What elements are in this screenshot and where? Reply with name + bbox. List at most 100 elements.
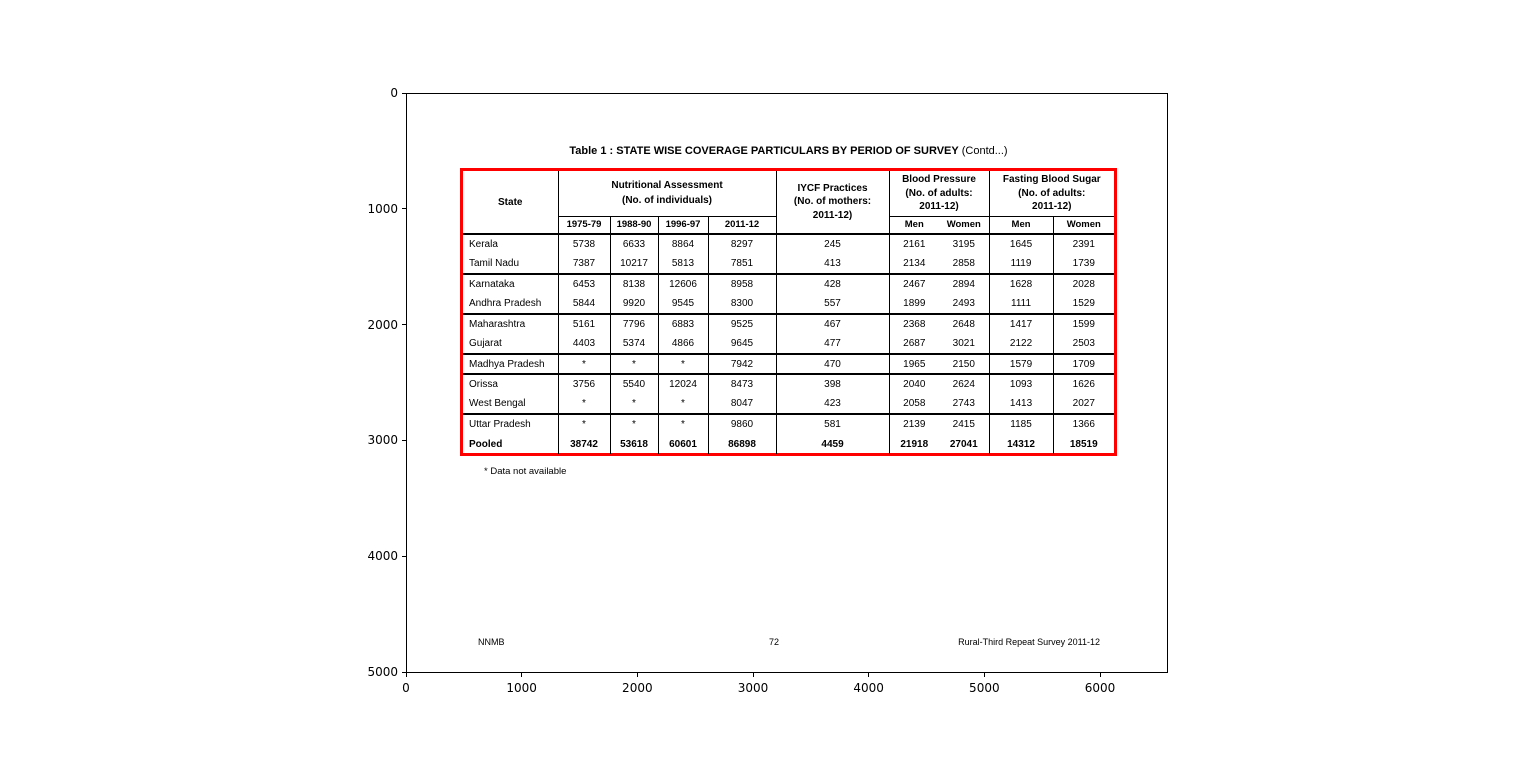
y-tick-label: 5000 <box>367 665 398 679</box>
value-cell: 21918 <box>900 438 929 450</box>
x-tick-label: 6000 <box>1084 681 1116 695</box>
value-cell: 2150 <box>939 354 990 375</box>
value-cell: 6633 <box>610 234 659 254</box>
value-cell: 1529 <box>1053 294 1115 315</box>
value-cell: 477 <box>776 334 890 355</box>
state-cell: Karnataka <box>463 274 559 294</box>
value-cell: 1739 <box>1053 254 1115 275</box>
x-tick-label: 2000 <box>622 681 653 695</box>
table-row: West Bengal * * * 8047 423 2058 2743 1413 2027 <box>463 394 1115 415</box>
value-cell: 2028 <box>1072 279 1095 290</box>
value-cell: 27041 <box>939 434 990 454</box>
value-cell: 6453 <box>558 274 611 294</box>
y-tick-label: 0 <box>390 86 398 100</box>
iycf-line1: IYCF Practices <box>797 182 868 194</box>
table-row: Tamil Nadu 7387 10217 5813 7851 413 2134 2858 11… <box>463 254 1115 275</box>
table-row: Kerala 5738 6633 8864 8297 245 2161 3195 1645 239… <box>463 234 1114 254</box>
table-row: Madhya Pradesh * * * 7942 470 1965 2150 1579 1709 <box>463 354 1115 375</box>
value-cell: 2858 <box>939 254 990 275</box>
col-header-fbs-women: Women <box>1053 216 1115 235</box>
value-cell: 1599 <box>1072 319 1095 330</box>
table-row: Gujarat 4403 5374 4866 9645 477 2687 3021 2122 25… <box>463 334 1115 355</box>
y-tick-mark <box>402 324 406 326</box>
value-cell: * <box>558 414 611 434</box>
value-cell: 5374 <box>610 334 659 355</box>
state-cell: Gujarat <box>463 334 559 355</box>
nutritional-line2: (No. of individuals) <box>622 195 712 207</box>
value-cell: 1119 <box>989 254 1054 275</box>
value-cell: 2648 <box>939 314 990 334</box>
value-cell: 12024 <box>658 374 709 394</box>
value-cell: 5540 <box>610 374 659 394</box>
value-cell: * <box>610 394 659 415</box>
x-tick-mark <box>752 673 754 677</box>
col-header-state: State <box>463 171 559 235</box>
state-cell: Madhya Pradesh <box>463 354 559 375</box>
table-row: Karnataka 6453 8138 12606 8958 428 2467 2894 162… <box>463 274 1114 294</box>
value-cell: 2368 <box>903 319 926 330</box>
value-cell: 470 <box>776 354 890 375</box>
value-cell: * <box>558 354 611 375</box>
value-cell: 1645 <box>989 234 1054 254</box>
table-title: Table 1 : STATE WISE COVERAGE PARTICULAR… <box>460 145 1117 157</box>
x-tick-label: 5000 <box>969 681 1000 695</box>
value-cell: 9525 <box>708 314 777 334</box>
value-cell: 8297 <box>708 234 777 254</box>
x-tick-mark <box>521 673 523 677</box>
value-cell: 38742 <box>558 434 611 454</box>
value-cell: 5738 <box>558 234 611 254</box>
value-cell: 14312 <box>989 434 1054 454</box>
value-cell: 8473 <box>708 374 777 394</box>
col-header-fbs-men: Men <box>989 216 1054 235</box>
col-header-iycf: IYCF Practices (No. of mothers: 2011-12) <box>776 171 890 235</box>
value-cell: 2161 <box>903 239 926 250</box>
x-tick-label: 1000 <box>506 681 537 695</box>
table-row: Maharashtra 5161 7796 6883 9525 467 2368 2648 14… <box>463 314 1114 334</box>
col-header-year-2011-12: 2011-12 <box>708 216 777 235</box>
y-tick-mark <box>402 555 406 557</box>
y-tick-mark <box>402 671 406 673</box>
table-row: Orissa 3756 5540 12024 8473 398 2040 2624 1093 16… <box>463 374 1114 394</box>
bp-line3: 2011-12) <box>919 201 959 212</box>
y-tick-label: 1000 <box>367 201 398 216</box>
value-cell: 8047 <box>708 394 777 415</box>
value-cell: 9545 <box>658 294 709 315</box>
footer-left: NNMB <box>478 637 505 647</box>
state-cell: Orissa <box>463 374 559 394</box>
value-cell: 9860 <box>708 414 777 434</box>
col-header-bp-men: Men <box>889 216 940 235</box>
x-tick-label: 4000 <box>853 681 884 695</box>
value-cell: 18519 <box>1069 438 1098 450</box>
value-cell: 86898 <box>708 434 777 454</box>
iycf-line3: 2011-12) <box>812 209 853 221</box>
value-cell: 2391 <box>1072 239 1095 250</box>
value-cell: 7796 <box>610 314 659 334</box>
value-cell: 7942 <box>708 354 777 375</box>
value-cell: 4459 <box>776 434 890 454</box>
footer-page-number: 72 <box>769 637 780 647</box>
value-cell: 413 <box>776 254 890 275</box>
value-cell: 557 <box>776 294 890 315</box>
value-cell: 9645 <box>708 334 777 355</box>
value-cell: 10217 <box>610 254 659 275</box>
x-tick-mark <box>636 673 638 677</box>
coverage-table-wrap: State Nutritional Assessment (No. of ind… <box>460 168 1117 456</box>
value-cell: 245 <box>776 234 890 254</box>
value-cell: 1111 <box>989 294 1054 315</box>
table-title-suffix: (Contd...) <box>961 145 1008 157</box>
value-cell: 1413 <box>989 394 1054 415</box>
value-cell: * <box>610 414 659 434</box>
value-cell: 3195 <box>939 234 990 254</box>
x-tick-mark <box>1099 673 1101 677</box>
y-tick-label: 4000 <box>367 549 398 564</box>
value-cell: 2122 <box>989 334 1054 355</box>
coverage-table: State Nutritional Assessment (No. of ind… <box>463 171 1115 454</box>
value-cell: 581 <box>776 414 890 434</box>
value-cell: 4403 <box>558 334 611 355</box>
value-cell: 2027 <box>1053 394 1115 415</box>
value-cell: 1579 <box>989 354 1054 375</box>
value-cell: 7851 <box>708 254 777 275</box>
col-header-year-1988-90: 1988-90 <box>610 216 659 235</box>
value-cell: 5161 <box>558 314 611 334</box>
col-header-year-1996-97: 1996-97 <box>658 216 709 235</box>
